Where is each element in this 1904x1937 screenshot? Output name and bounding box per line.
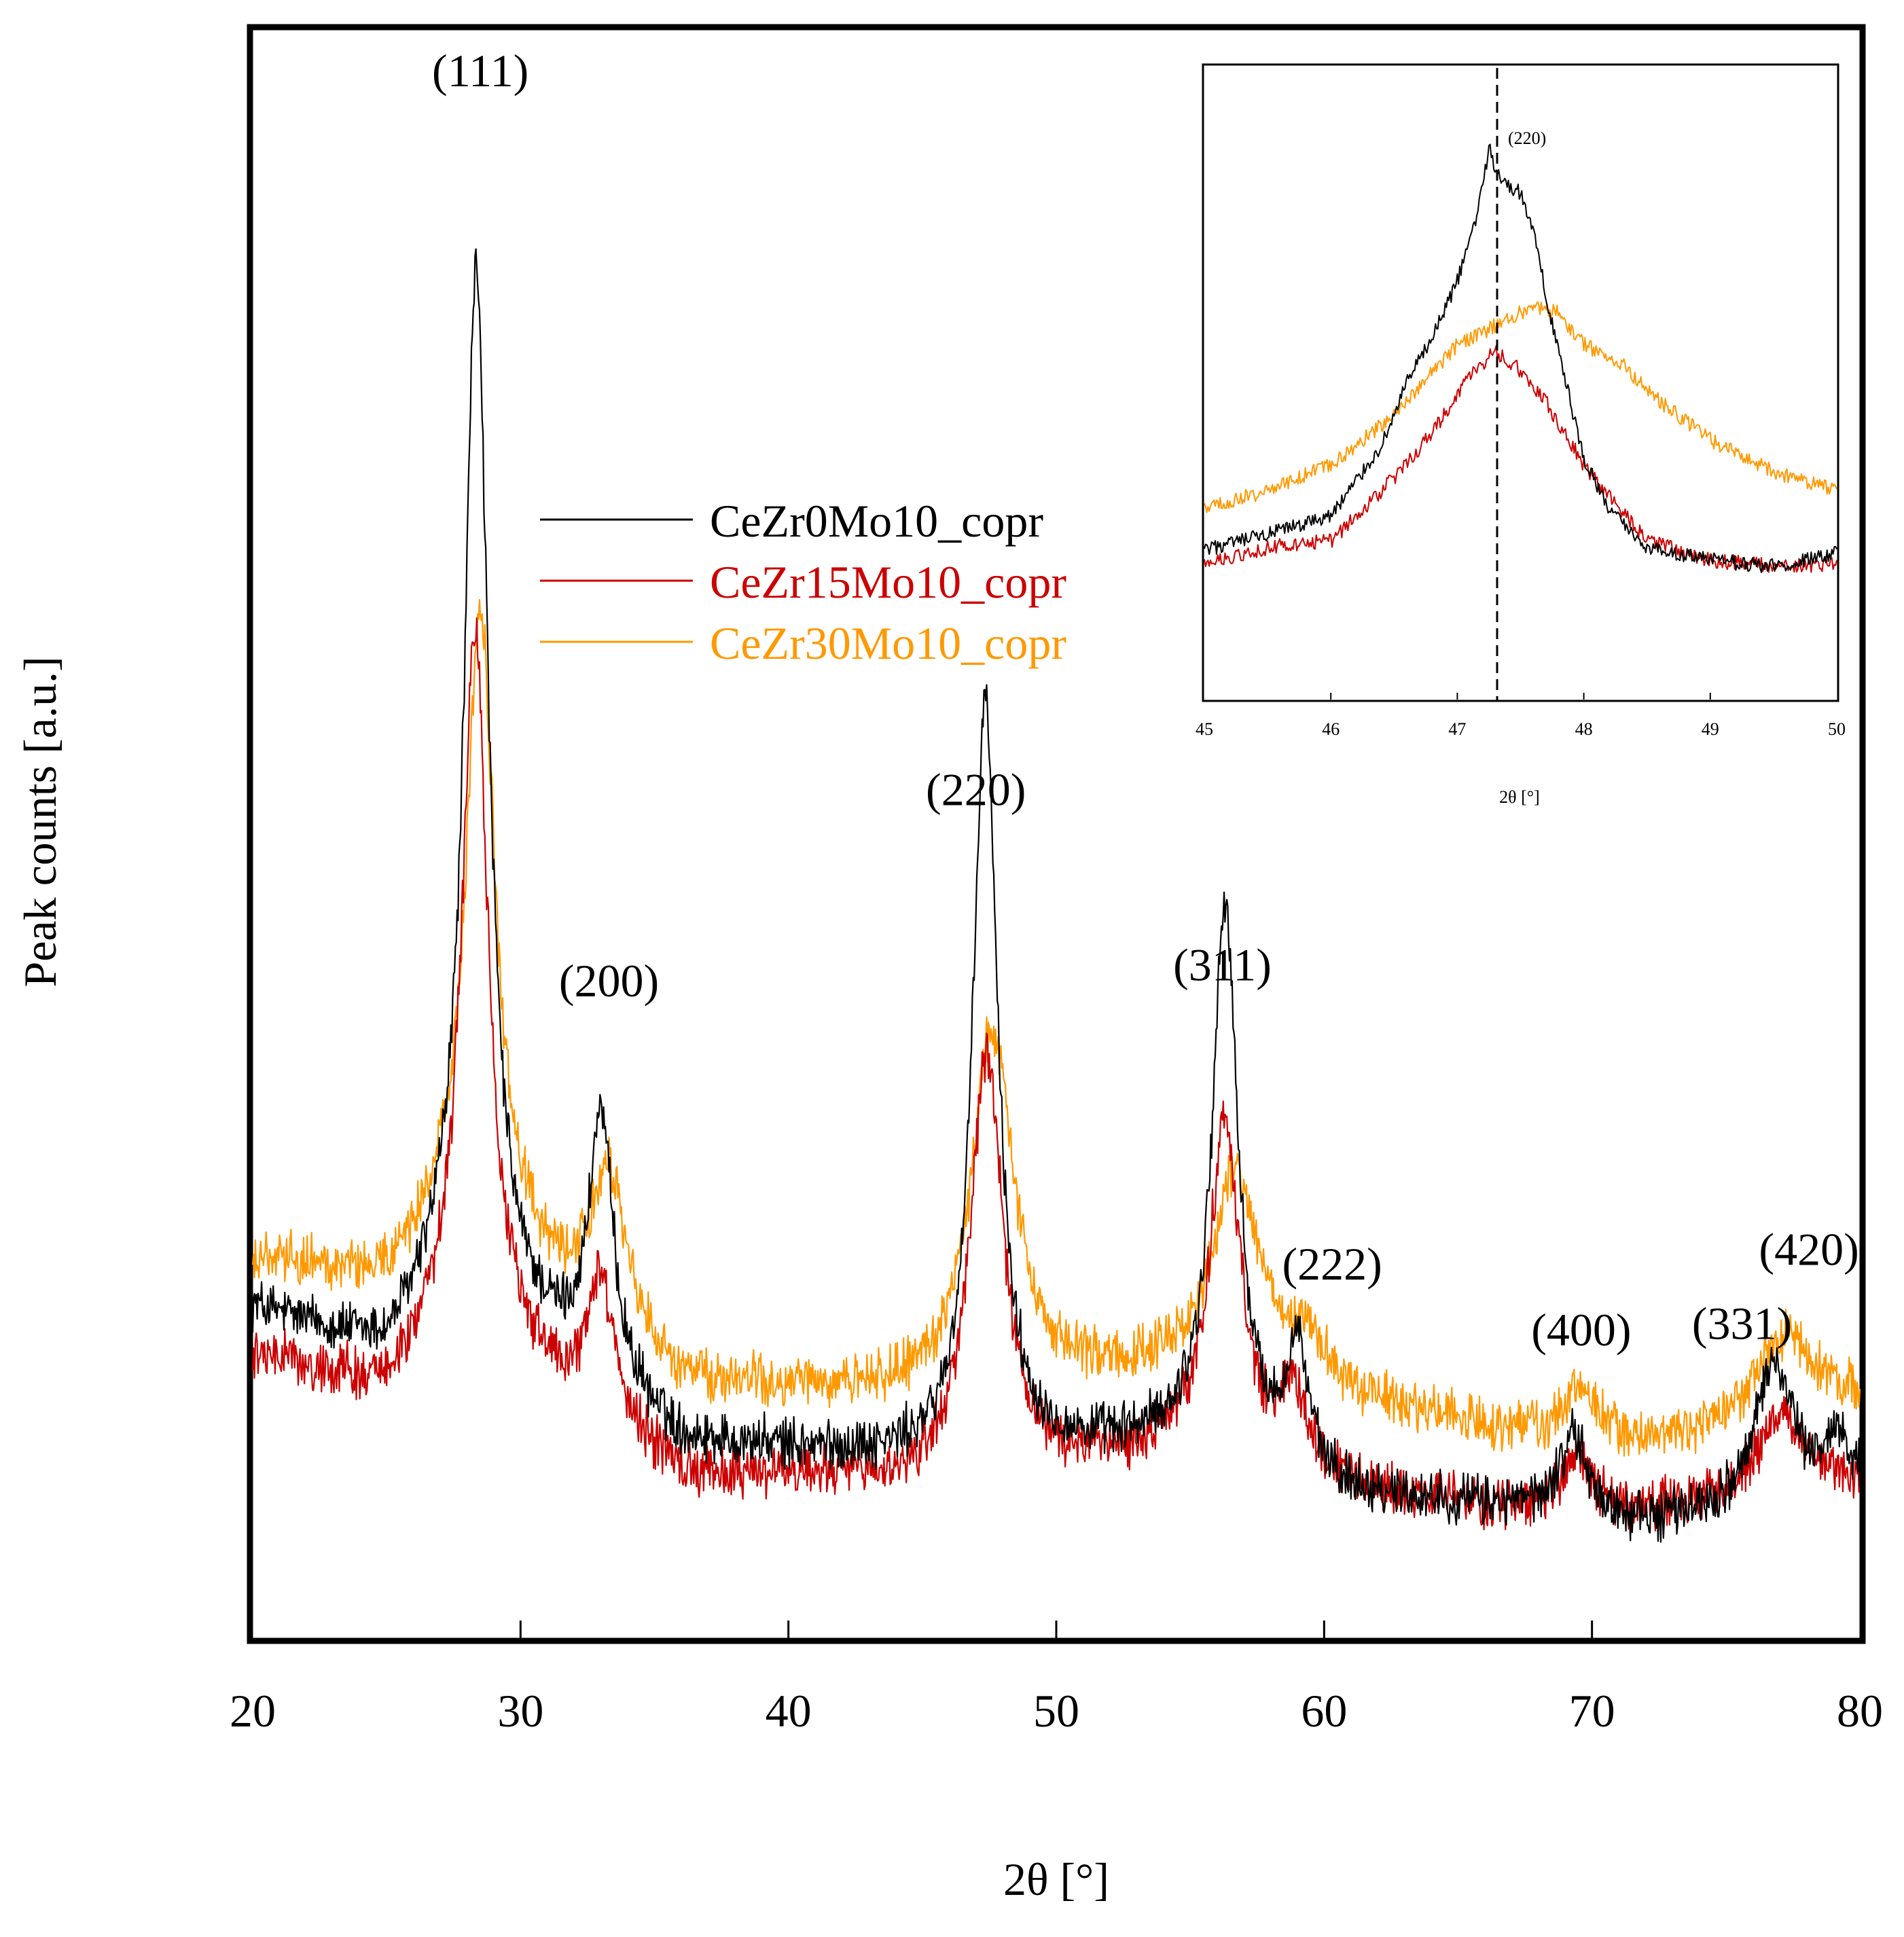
main-x-tick-label: 70 bbox=[1569, 1685, 1615, 1737]
main-x-ticks: 20 30 40 50 60 70 80 bbox=[230, 1621, 1883, 1737]
main-x-tick-label: 40 bbox=[766, 1685, 812, 1737]
main-x-tick-label: 50 bbox=[1033, 1685, 1079, 1737]
inset-xlabel: 2θ [°] bbox=[1499, 787, 1540, 807]
peak-label: (200) bbox=[559, 955, 659, 1007]
inset-series-line-cezr0mo10_copr bbox=[1204, 143, 1837, 573]
inset-series-group bbox=[1204, 143, 1837, 573]
inset-x-tick-label: 47 bbox=[1448, 719, 1466, 739]
legend-label-cezr0mo10: CeZr0Mo10_copr bbox=[710, 495, 1043, 547]
main-series-line-cezr0mo10_copr bbox=[251, 248, 1861, 1543]
peak-label: (331) bbox=[1692, 1298, 1792, 1350]
peak-label: (311) bbox=[1173, 939, 1272, 990]
inset-series-line-cezr15mo10_copr bbox=[1204, 344, 1837, 573]
inset-plot-frame bbox=[1202, 63, 1839, 702]
peak-label: (400) bbox=[1531, 1304, 1631, 1356]
main-series-line-cezr30mo10_copr bbox=[251, 599, 1861, 1457]
main-x-tick-label: 20 bbox=[230, 1685, 276, 1737]
inset-x-tick-label: 45 bbox=[1196, 719, 1213, 739]
main-x-tick-label: 60 bbox=[1301, 1685, 1347, 1737]
inset-x-tick-label: 50 bbox=[1828, 719, 1846, 739]
peak-annotations: (111) (200) (220) (311) (222) (400) (331) (420) bbox=[432, 45, 1859, 1356]
inset-x-ticks: 45 46 47 48 49 50 bbox=[1196, 693, 1846, 739]
peak-label: (222) bbox=[1282, 1238, 1382, 1290]
peak-label: (420) bbox=[1759, 1224, 1858, 1275]
legend-label-cezr30mo10: CeZr30Mo10_copr bbox=[710, 617, 1066, 669]
inset-x-tick-label: 48 bbox=[1575, 719, 1593, 739]
main-x-tick-label: 30 bbox=[497, 1685, 543, 1737]
main-series-line-cezr15mo10_copr bbox=[251, 617, 1861, 1532]
main-x-tick-label: 80 bbox=[1837, 1685, 1883, 1737]
main-plot-frame bbox=[247, 24, 1866, 1644]
legend: CeZr0Mo10_copr CeZr15Mo10_copr CeZr30Mo1… bbox=[540, 495, 1066, 669]
inset-series-line-cezr30mo10_copr bbox=[1204, 301, 1837, 513]
main-ylabel: Peak counts [a.u.] bbox=[14, 656, 66, 987]
main-xlabel: 2θ [°] bbox=[1003, 1853, 1109, 1905]
peak-label: (220) bbox=[926, 763, 1026, 815]
peak-label: (111) bbox=[432, 45, 528, 96]
inset-x-tick-label: 46 bbox=[1322, 719, 1340, 739]
main-series-group bbox=[251, 248, 1861, 1543]
inset-chart: (220) 45 46 47 48 49 50 2θ [°] bbox=[1196, 63, 1846, 807]
legend-label-cezr15mo10: CeZr15Mo10_copr bbox=[710, 556, 1066, 608]
inset-reference-label: (220) bbox=[1508, 128, 1546, 148]
inset-x-tick-label: 49 bbox=[1702, 719, 1719, 739]
